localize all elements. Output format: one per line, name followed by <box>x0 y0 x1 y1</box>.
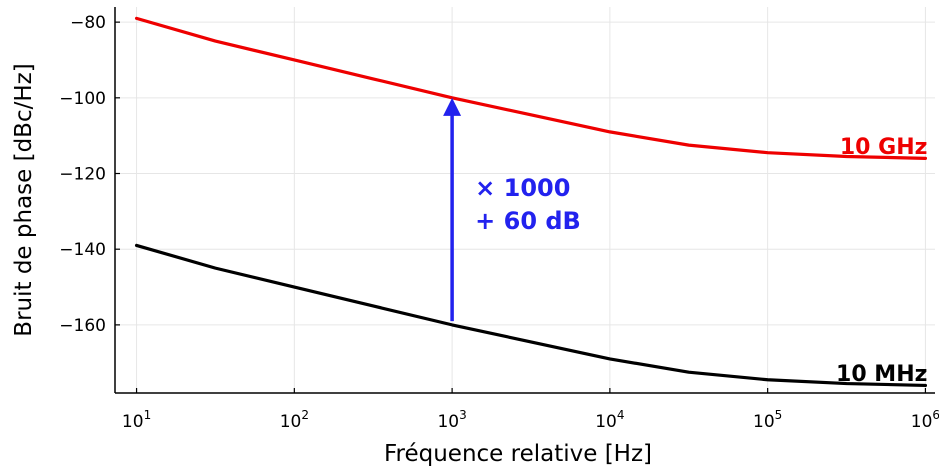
y-tick-label: −80 <box>70 13 106 33</box>
y-tick-labels: −80 −100 −120 −140 −160 <box>59 13 106 336</box>
y-tick-label: −140 <box>59 240 106 260</box>
series-label: 10 GHz <box>840 135 928 160</box>
y-tick-label: −160 <box>59 316 106 336</box>
annotation-text: × 1000 <box>475 174 570 202</box>
series-group <box>134 16 928 388</box>
y-tick-label: −120 <box>59 165 106 185</box>
x-tick-label: 104 <box>595 408 624 432</box>
x-tick-label: 102 <box>280 408 309 432</box>
x-tick-label: 106 <box>911 408 939 432</box>
y-axis-label: Bruit de phase [dBc/Hz] <box>11 63 37 336</box>
grid <box>115 7 935 393</box>
x-tick-label: 105 <box>753 408 782 432</box>
x-tick-label: 101 <box>122 408 151 432</box>
annotation-text: + 60 dB <box>475 207 581 235</box>
x-axis-label: Fréquence relative [Hz] <box>384 441 652 467</box>
annotations: 10 GHz 10 MHz × 1000 + 60 dB <box>443 97 928 387</box>
series-line <box>134 243 928 388</box>
x-tick-labels: 101 102 103 104 105 106 <box>122 408 939 432</box>
series-label: 10 MHz <box>836 362 927 387</box>
series-line <box>134 16 928 160</box>
y-tick-label: −100 <box>59 89 106 109</box>
arrow-head <box>443 97 462 116</box>
axes <box>114 7 935 394</box>
x-tick-label: 103 <box>437 408 466 432</box>
